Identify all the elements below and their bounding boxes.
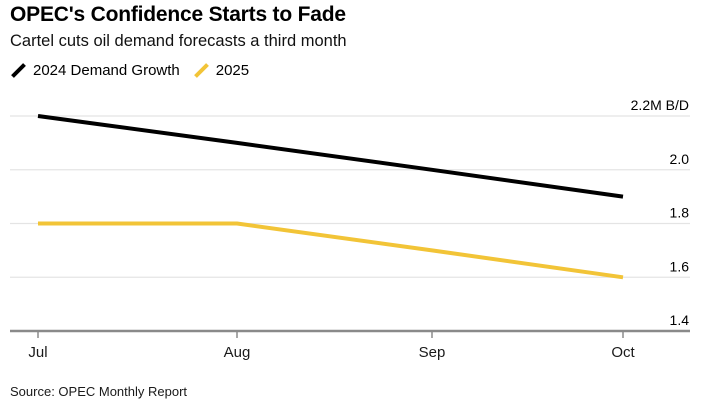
legend-slash-icon-2025 [193,63,209,78]
series-line-2025 [38,221,624,280]
legend-item-2025: 2025 [193,62,249,79]
source-caption: Source: OPEC Monthly Report [10,384,188,399]
legend-item-2024: 2024 Demand Growth [10,62,180,79]
y-tick-label: 1.4 [670,312,690,328]
y-tick-label: 2.0 [670,151,690,167]
page-subtitle: Cartel cuts oil demand forecasts a third… [10,32,347,50]
y-tick-label: 1.8 [670,205,690,221]
legend-label-2024: 2024 Demand Growth [33,62,180,79]
chart-legend: 2024 Demand Growth 2025 [10,62,249,79]
x-tick-label: Oct [611,344,635,361]
x-tick-label: Sep [419,344,446,361]
y-tick-label: 2.2M B/D [631,97,689,113]
y-tick-label: 1.6 [670,258,690,274]
series-line-2024 [37,114,624,199]
legend-slash-icon-2024 [11,63,26,78]
x-tick-label: Jul [28,344,47,361]
x-tick-label: Aug [224,344,251,361]
page-title: OPEC's Confidence Starts to Fade [10,3,346,26]
legend-label-2025: 2025 [215,62,250,79]
